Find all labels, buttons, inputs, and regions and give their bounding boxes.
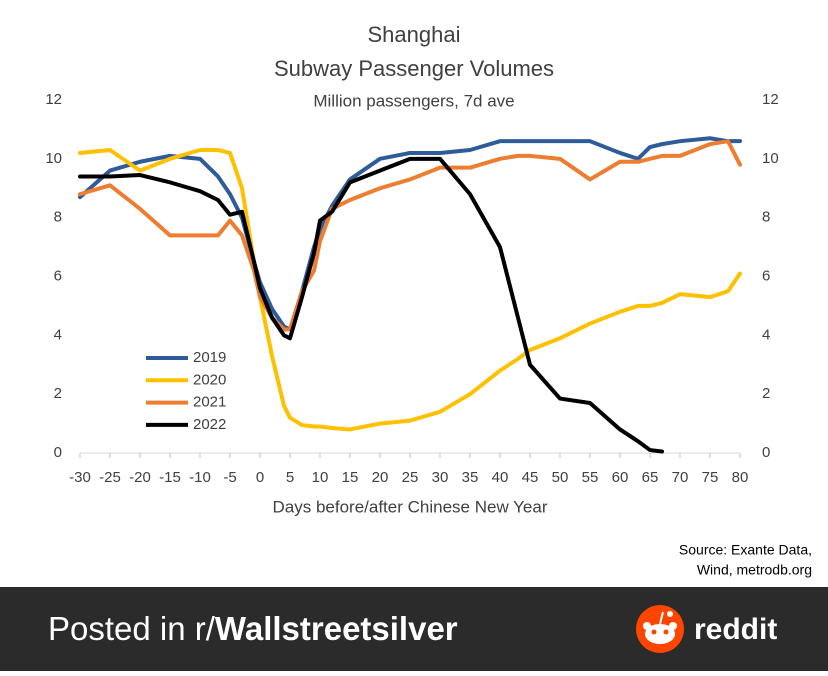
x-tick-label: 30 <box>432 469 449 486</box>
y2-tick-label: 12 <box>762 91 779 108</box>
x-tick-label: 35 <box>462 469 479 486</box>
legend-label: 2022 <box>193 416 226 433</box>
x-tick-label: 20 <box>372 469 389 486</box>
x-tick-label: 45 <box>522 469 539 486</box>
x-tick-label: 50 <box>552 469 569 486</box>
x-tick-label: -20 <box>129 469 151 486</box>
series-line <box>78 156 664 454</box>
x-tick-label: 60 <box>612 469 629 486</box>
y-tick-label: 0 <box>54 444 62 461</box>
footer-prefix: Posted in r/ <box>48 610 216 647</box>
y2-tick-label: 8 <box>762 209 770 226</box>
reddit-logo <box>636 605 684 653</box>
x-tick-label: 80 <box>732 469 749 486</box>
y-tick-label: 4 <box>54 326 62 343</box>
y-tick-label: 2 <box>54 385 62 402</box>
x-tick-label: 0 <box>256 469 264 486</box>
x-tick-label: -5 <box>223 469 236 486</box>
x-tick-label: 65 <box>642 469 659 486</box>
x-tick-label: -30 <box>69 469 91 486</box>
y-tick-label: 12 <box>45 91 62 108</box>
series-line <box>78 139 742 332</box>
legend-label: 2020 <box>193 371 226 388</box>
y2-tick-label: 0 <box>762 444 770 461</box>
legend-label: 2019 <box>193 349 226 366</box>
footer-bar <box>0 587 828 671</box>
source: Wind, metrodb.org <box>697 562 812 578</box>
chart-title: Shanghai <box>368 22 461 47</box>
x-tick-label: -15 <box>159 469 181 486</box>
x-tick-label: -25 <box>99 469 121 486</box>
x-tick-label: -10 <box>189 469 211 486</box>
y2-tick-label: 4 <box>762 326 770 343</box>
x-tick-label: 25 <box>402 469 419 486</box>
y2-tick-label: 10 <box>762 150 779 167</box>
x-tick-label: 40 <box>492 469 509 486</box>
y-tick-label: 10 <box>45 150 62 167</box>
x-tick-label: 75 <box>702 469 719 486</box>
footer-text: Posted in r/Wallstreetsilver <box>48 610 458 647</box>
y-tick-label: 6 <box>54 267 62 284</box>
y2-tick-label: 6 <box>762 267 770 284</box>
series-line <box>78 148 742 432</box>
footer-subreddit: Wallstreetsilver <box>215 610 458 647</box>
x-tick-label: 15 <box>342 469 359 486</box>
x-tick-label: 70 <box>672 469 689 486</box>
x-tick-label: 5 <box>286 469 294 486</box>
brand: reddit <box>694 613 777 646</box>
x-tick-label: 55 <box>582 469 599 486</box>
x-tick-label: 10 <box>312 469 329 486</box>
y2-tick-label: 2 <box>762 385 770 402</box>
y-tick-label: 8 <box>54 209 62 226</box>
legend-label: 2021 <box>193 394 226 411</box>
chart-subtitle: Million passengers, 7d ave <box>313 91 514 110</box>
series-line <box>78 136 742 332</box>
source: Source: Exante Data, <box>679 542 812 558</box>
x-axis-label: Days before/after Chinese New Year <box>273 497 548 516</box>
chart-title: Subway Passenger Volumes <box>274 56 554 81</box>
